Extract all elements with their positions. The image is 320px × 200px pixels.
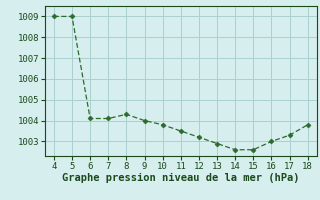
X-axis label: Graphe pression niveau de la mer (hPa): Graphe pression niveau de la mer (hPa)	[62, 173, 300, 183]
